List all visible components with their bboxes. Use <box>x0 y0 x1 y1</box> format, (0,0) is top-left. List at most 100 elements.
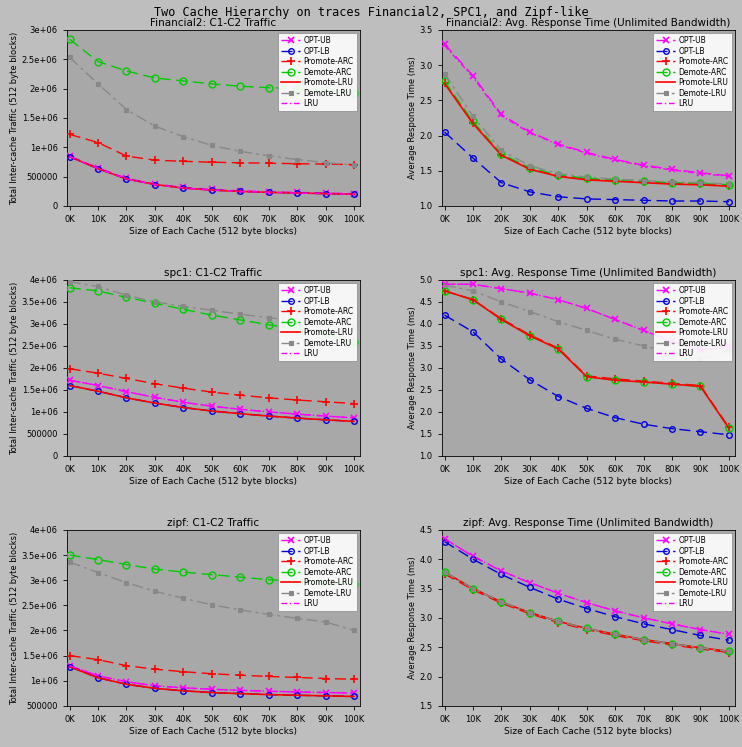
Promote-ARC <box>179 384 188 393</box>
Promote-ARC <box>611 374 620 383</box>
Y-axis label: Total Inter-cache Traffic (512 byte blocks): Total Inter-cache Traffic (512 byte bloc… <box>10 31 19 205</box>
Demote-LRU <box>179 132 188 141</box>
Promote-LRU <box>554 172 562 181</box>
LRU <box>554 589 562 598</box>
Promote-LRU <box>440 286 449 295</box>
OPT-UB <box>525 288 534 297</box>
Promote-ARC <box>611 631 620 640</box>
Demote-ARC <box>65 551 74 560</box>
Line: Demote-ARC: Demote-ARC <box>66 285 358 346</box>
OPT-LB <box>65 662 74 671</box>
Text: Two Cache Hierarchy on traces Financial2, SPC1, and Zipf-like: Two Cache Hierarchy on traces Financial2… <box>154 6 588 19</box>
LRU <box>724 172 733 181</box>
OPT-LB <box>179 686 188 695</box>
OPT-UB <box>611 315 620 324</box>
Demote-LRU <box>668 348 677 357</box>
LRU <box>497 566 506 575</box>
Line: Demote-ARC: Demote-ARC <box>441 568 732 655</box>
Line: Demote-LRU: Demote-LRU <box>68 560 356 633</box>
LRU <box>696 346 705 355</box>
Line: Promote-ARC: Promote-ARC <box>65 365 358 408</box>
OPT-UB <box>122 174 131 183</box>
Line: Demote-ARC: Demote-ARC <box>441 78 732 188</box>
Promote-LRU <box>349 692 358 701</box>
Demote-LRU <box>122 291 131 300</box>
Demote-LRU <box>179 594 188 603</box>
Promote-LRU <box>207 406 216 415</box>
Demote-ARC <box>93 555 102 564</box>
Promote-ARC <box>93 369 102 378</box>
Demote-ARC <box>554 170 562 179</box>
Promote-ARC <box>122 152 131 161</box>
OPT-UB <box>468 71 477 80</box>
Demote-ARC <box>264 575 273 584</box>
Demote-ARC <box>349 580 358 589</box>
Promote-LRU <box>525 331 534 340</box>
Promote-ARC <box>582 175 591 184</box>
Promote-ARC <box>639 636 648 645</box>
Promote-LRU <box>122 394 131 403</box>
Demote-LRU <box>207 141 216 150</box>
OPT-LB <box>151 180 160 189</box>
Promote-LRU <box>525 608 534 617</box>
OPT-UB <box>122 387 131 396</box>
Promote-LRU <box>582 624 591 633</box>
OPT-LB <box>497 179 506 187</box>
Promote-ARC <box>468 295 477 304</box>
OPT-UB <box>582 304 591 313</box>
Demote-LRU <box>639 176 648 185</box>
Promote-ARC <box>179 157 188 166</box>
LRU <box>292 687 301 696</box>
OPT-LB <box>554 595 562 604</box>
Demote-ARC <box>639 177 648 186</box>
Promote-LRU <box>236 187 245 196</box>
Demote-ARC <box>554 344 562 353</box>
Demote-ARC <box>468 295 477 304</box>
Line: Promote-ARC: Promote-ARC <box>440 570 733 657</box>
OPT-LB <box>264 187 273 196</box>
Promote-ARC <box>321 674 330 683</box>
Demote-LRU <box>468 584 477 593</box>
OPT-UB <box>639 326 648 335</box>
Title: zipf: Avg. Response Time (Unlimited Bandwidth): zipf: Avg. Response Time (Unlimited Band… <box>463 518 713 527</box>
LRU <box>122 678 131 686</box>
LRU <box>582 149 591 158</box>
Demote-LRU <box>668 639 677 648</box>
Demote-LRU <box>497 297 506 306</box>
Demote-LRU <box>207 601 216 610</box>
OPT-LB <box>724 197 733 206</box>
LRU <box>207 185 216 194</box>
Demote-ARC <box>122 66 131 75</box>
Promote-ARC <box>264 158 273 167</box>
Promote-ARC <box>724 423 733 432</box>
LRU <box>292 409 301 418</box>
Demote-ARC <box>179 568 188 577</box>
LRU <box>468 72 477 81</box>
Promote-LRU <box>65 152 74 161</box>
Promote-ARC <box>349 675 358 684</box>
Demote-ARC <box>122 293 131 302</box>
Line: OPT-LB: OPT-LB <box>441 539 732 643</box>
Demote-ARC <box>65 35 74 44</box>
Demote-ARC <box>207 570 216 579</box>
Promote-LRU <box>582 176 591 185</box>
OPT-LB <box>525 375 534 384</box>
OPT-UB <box>122 678 131 686</box>
Promote-LRU <box>93 164 102 173</box>
Demote-ARC <box>65 283 74 292</box>
Promote-ARC <box>639 178 648 187</box>
OPT-UB <box>440 280 449 289</box>
OPT-LB <box>151 684 160 692</box>
OPT-LB <box>582 404 591 413</box>
Promote-LRU <box>582 372 591 381</box>
Demote-ARC <box>696 382 705 391</box>
OPT-LB <box>440 537 449 546</box>
OPT-UB <box>151 393 160 402</box>
Promote-LRU <box>611 177 620 186</box>
Demote-ARC <box>321 579 330 588</box>
Demote-LRU <box>611 175 620 184</box>
Title: zipf: C1-C2 Traffic: zipf: C1-C2 Traffic <box>167 518 259 527</box>
Demote-LRU <box>525 608 534 617</box>
Promote-LRU <box>93 387 102 396</box>
Line: OPT-LB: OPT-LB <box>67 664 357 699</box>
